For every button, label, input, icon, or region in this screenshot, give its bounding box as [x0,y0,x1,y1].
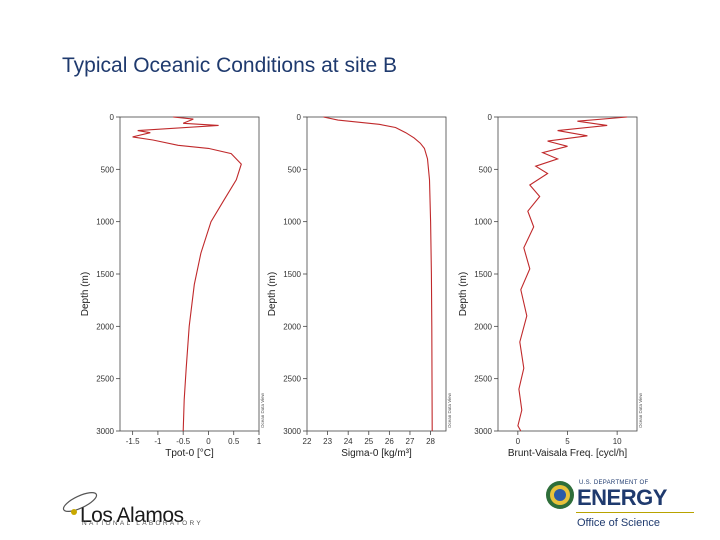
x-tick-label: -1 [154,437,162,446]
x-tick-label: 0 [516,437,521,446]
x-tick-label: 24 [344,437,353,446]
y-tick-label: 500 [288,165,302,174]
data-series-line [323,116,433,432]
chart-panel-1: 0 500 1000 1500 2000 2500 3000 -1.5 -1 -0.5 0 0.5 1 T… [80,113,265,459]
doe-department: U.S. DEPARTMENT OF [579,480,649,486]
y-tick-label: 500 [101,165,115,174]
doe-energy: ENERGY [577,485,667,510]
x-tick-label: 0.5 [228,437,240,446]
x-tick-label: -1.5 [126,437,140,446]
y-axis-label: Depth (m) [458,272,469,316]
x-tick-label: -0.5 [176,437,190,446]
doe-office: Office of Science [577,517,660,529]
y-tick-label: 2500 [96,375,114,384]
y-tick-label: 3000 [96,427,114,436]
y-tick-label: 2000 [96,322,114,331]
y-tick-label: 0 [110,113,115,122]
data-series-line [132,116,242,432]
y-tick-label: 0 [488,113,493,122]
x-tick-label: 28 [426,437,435,446]
y-tick-label: 2000 [283,322,301,331]
x-tick-label: 25 [364,437,373,446]
plot-frame [119,116,260,432]
x-axis-label: Sigma-0 [kg/m³] [341,448,412,459]
x-tick-label: 23 [323,437,332,446]
y-tick-label: 1500 [474,270,492,279]
y-tick-label: 0 [297,113,302,122]
ocean-data-view-watermark: Ocean Data View [638,392,643,428]
y-tick-label: 1500 [96,270,114,279]
x-axis-label: Tpot-0 [°C] [165,448,214,459]
x-tick-label: 1 [257,437,262,446]
x-tick-label: 0 [206,437,211,446]
los-alamos-logo [62,492,98,515]
y-tick-label: 1000 [283,218,301,227]
plot-frame [497,116,638,432]
y-axis-label: Depth (m) [80,272,91,316]
plot-frame [306,116,447,432]
x-axis-label: Brunt-Vaisala Freq. [cycl/h] [508,448,628,459]
x-tick-label: 27 [406,437,415,446]
x-tick-label: 22 [303,437,312,446]
y-tick-label: 3000 [283,427,301,436]
los-alamos-name: Los Alamos [80,504,184,527]
ocean-data-view-watermark: Ocean Data View [260,392,265,428]
x-tick-label: 5 [565,437,570,446]
y-tick-label: 1500 [283,270,301,279]
doe-seal-icon [546,481,574,509]
chart-panel-3: 0 500 1000 1500 2000 2500 3000 0 5 10 Brunt-Vaisal… [458,113,643,459]
x-tick-label: 26 [385,437,394,446]
y-tick-label: 1000 [96,218,114,227]
y-axis-label: Depth (m) [267,272,278,316]
y-tick-label: 1000 [474,218,492,227]
data-series-line [517,116,628,432]
y-tick-label: 3000 [474,427,492,436]
y-tick-label: 2500 [283,375,301,384]
y-tick-label: 500 [479,165,493,174]
slide-title: Typical Oceanic Conditions at site B [62,54,397,77]
los-alamos-subtitle: NATIONAL LABORATORY [82,520,203,527]
doe-divider [576,512,694,513]
y-tick-label: 2000 [474,322,492,331]
ocean-data-view-watermark: Ocean Data View [447,392,452,428]
x-tick-label: 10 [613,437,622,446]
y-tick-label: 2500 [474,375,492,384]
